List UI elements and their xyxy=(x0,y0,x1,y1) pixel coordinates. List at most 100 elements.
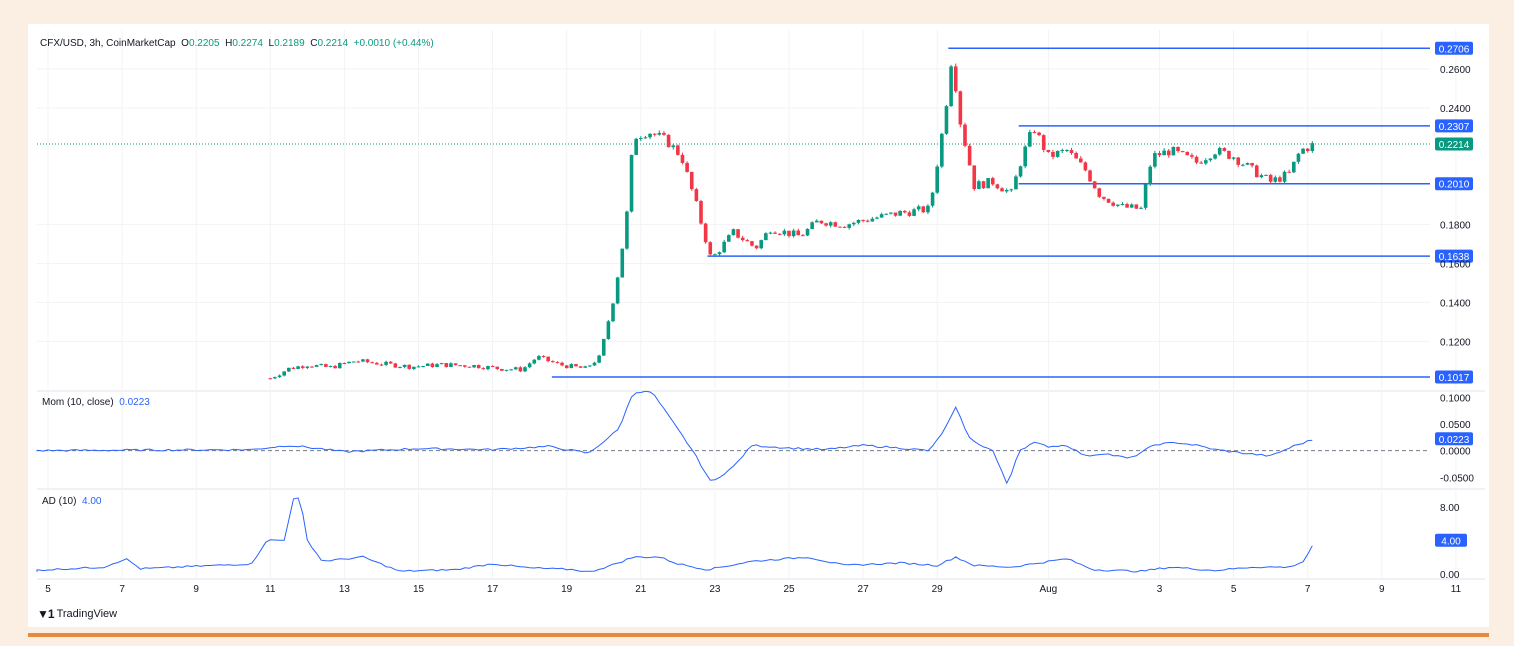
candle-up xyxy=(935,166,939,193)
candle-down xyxy=(699,201,703,224)
x-tick-label: 29 xyxy=(932,584,944,595)
candle-down xyxy=(773,232,777,234)
candle-down xyxy=(481,368,486,370)
candle-down xyxy=(490,366,495,368)
level-price-tag xyxy=(1435,370,1473,384)
candle-up xyxy=(527,363,532,368)
symbol-label: CFX/USD, 3h, CoinMarketCap xyxy=(40,38,176,49)
candle-down xyxy=(1046,149,1051,152)
symbol-header: CFX/USD, 3h, CoinMarketCap O0.2205 H0.22… xyxy=(40,38,434,49)
high-label: H xyxy=(225,38,233,49)
candle-up xyxy=(402,364,407,367)
x-tick-label: 17 xyxy=(487,584,499,595)
candle-up xyxy=(977,181,981,190)
x-tick-label: Aug xyxy=(1039,584,1057,595)
y-tick-label: 0.1200 xyxy=(1440,337,1471,348)
change-value: +0.0010 (+0.44%) xyxy=(353,38,434,49)
candle-up xyxy=(879,214,884,218)
candlestick-series xyxy=(268,63,1315,380)
candle-up xyxy=(277,375,282,378)
candle-up xyxy=(1217,148,1222,155)
grid-lines xyxy=(37,30,1485,580)
y-tick-label: 0.1600 xyxy=(1440,260,1471,271)
candle-up xyxy=(1292,161,1296,173)
candle-down xyxy=(1157,153,1162,156)
candle-down xyxy=(518,367,523,372)
x-tick-label: 11 xyxy=(1451,584,1462,595)
candle-down xyxy=(666,134,671,148)
candle-up xyxy=(949,66,953,107)
x-tick-label: 19 xyxy=(561,584,573,595)
candle-down xyxy=(365,359,370,363)
candle-down xyxy=(551,361,555,363)
candle-up xyxy=(601,339,606,356)
candle-down xyxy=(1254,165,1259,178)
mom-value: 0.0223 xyxy=(119,397,150,408)
candle-down xyxy=(1268,174,1273,182)
candle-up xyxy=(1120,204,1125,206)
candle-up xyxy=(768,232,773,234)
candle-down xyxy=(662,132,666,135)
candle-up xyxy=(625,211,629,249)
candle-down xyxy=(1194,156,1199,163)
candle-up xyxy=(1023,146,1027,167)
candle-up xyxy=(814,220,819,223)
candle-up xyxy=(328,366,333,368)
candle-down xyxy=(1092,181,1097,189)
candle-up xyxy=(852,222,856,225)
candle-up xyxy=(1264,174,1268,176)
candle-up xyxy=(588,365,592,367)
candle-down xyxy=(476,365,481,369)
candle-down xyxy=(310,366,314,368)
ad-header: AD (10) 4.00 xyxy=(42,496,101,507)
candle-down xyxy=(1051,151,1055,157)
candle-up xyxy=(657,132,662,135)
x-tick-label: 7 xyxy=(1305,584,1311,595)
candle-up xyxy=(509,369,513,371)
candle-up xyxy=(273,377,277,379)
candle-down xyxy=(1069,150,1074,153)
candle-down xyxy=(838,226,842,228)
candle-down xyxy=(953,66,958,92)
candle-up xyxy=(296,366,300,369)
candle-down xyxy=(1227,150,1231,159)
candle-down xyxy=(689,171,694,190)
candle-down xyxy=(958,91,963,125)
ad-line xyxy=(36,497,1313,573)
candle-down xyxy=(1037,132,1041,136)
x-tick-label: 11 xyxy=(265,584,276,595)
axes: 5 7 9 11 13 15 17 19 21 23 25 27 29 Aug 3 5 7 9 11 0.2600 0.… xyxy=(45,65,1474,595)
candle-up xyxy=(416,366,421,368)
level-price-tag xyxy=(1435,41,1473,55)
candle-up xyxy=(870,218,875,222)
candle-down xyxy=(893,212,898,216)
candle-up xyxy=(337,363,342,369)
candle-down xyxy=(1088,170,1092,182)
candle-up xyxy=(314,365,319,367)
candle-up xyxy=(1060,150,1065,152)
x-tick-label: 25 xyxy=(783,584,795,595)
candle-down xyxy=(291,367,296,369)
candle-down xyxy=(1074,152,1078,159)
candle-down xyxy=(467,366,472,368)
candle-up xyxy=(287,367,291,372)
candle-down xyxy=(967,145,972,166)
candle-down xyxy=(1250,163,1254,166)
y-tick-label: 0.2600 xyxy=(1440,65,1471,76)
tradingview-logo[interactable]: ▼1 TradingView xyxy=(37,607,117,621)
ad-y-tick-label: 8.00 xyxy=(1440,503,1460,514)
candle-up xyxy=(486,366,490,370)
candle-down xyxy=(388,361,393,364)
candle-up xyxy=(731,229,736,236)
candle-down xyxy=(921,206,926,213)
candle-up xyxy=(398,366,402,368)
candle-up xyxy=(583,366,588,368)
candle-up xyxy=(472,365,476,368)
mom-line xyxy=(36,390,1313,485)
candle-up xyxy=(1282,171,1287,182)
candle-down xyxy=(1176,146,1180,152)
candle-down xyxy=(1222,148,1227,151)
candle-up xyxy=(828,222,833,226)
candle-down xyxy=(495,366,500,369)
